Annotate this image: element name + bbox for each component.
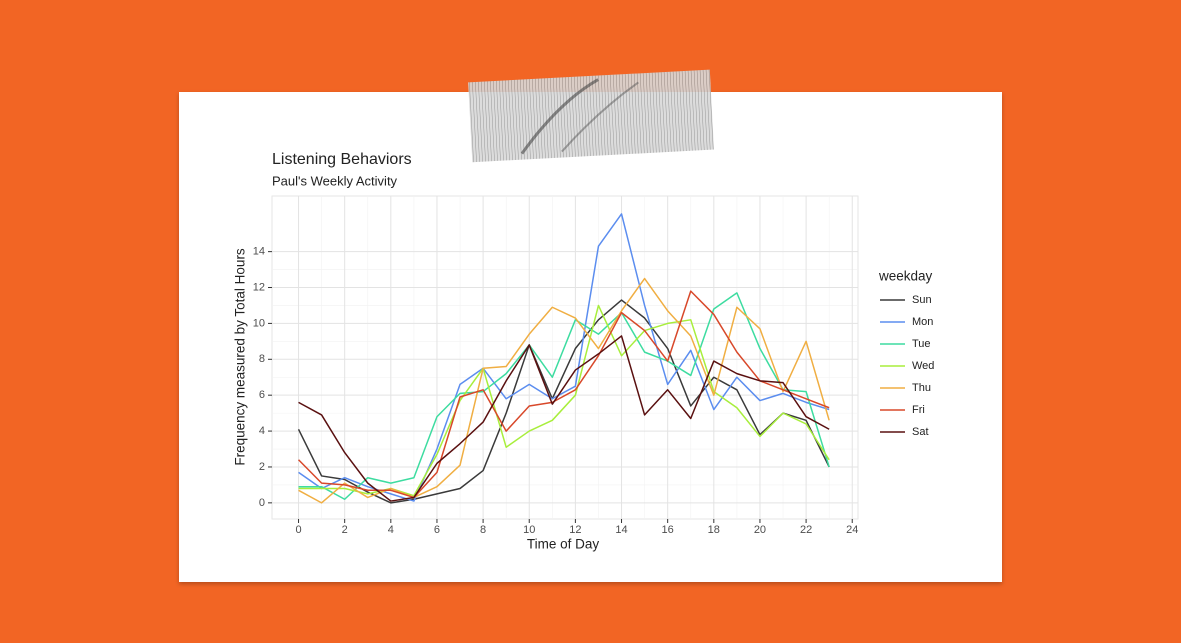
x-tick-label: 10 [523, 524, 535, 536]
x-tick-label: 16 [662, 524, 674, 536]
legend-label: Wed [912, 360, 934, 372]
x-tick-label: 18 [708, 524, 720, 536]
x-tick-label: 4 [388, 524, 394, 536]
y-tick-label: 14 [253, 246, 265, 258]
data-line [298, 335, 830, 502]
x-tick-label: 24 [846, 524, 858, 536]
data-line [298, 213, 830, 502]
tape [468, 69, 714, 163]
x-tick-label: 0 [295, 524, 301, 536]
y-tick-label: 10 [253, 317, 265, 329]
y-tick-label: 8 [259, 353, 265, 365]
y-tick-label: 0 [259, 497, 265, 509]
legend-label: Thu [912, 382, 931, 394]
chart-subtitle: Paul's Weekly Activity [272, 173, 398, 188]
x-tick-label: 2 [342, 524, 348, 536]
chart-title: Listening Behaviors [272, 151, 412, 168]
legend-label: Mon [912, 316, 933, 328]
y-axis-label: Frequency measured by Total Hours [233, 248, 248, 466]
x-tick-label: 8 [480, 524, 486, 536]
legend-label: Sun [912, 294, 932, 306]
legend-label: Sat [912, 426, 929, 438]
y-tick-label: 6 [259, 389, 265, 401]
legend-title: weekday [878, 269, 933, 284]
x-tick-label: 12 [569, 524, 581, 536]
y-tick-label: 4 [259, 425, 265, 437]
x-tick-label: 14 [615, 524, 627, 536]
legend-label: Tue [912, 338, 931, 350]
legend-label: Fri [912, 404, 925, 416]
data-line [297, 290, 830, 499]
x-tick-label: 20 [754, 524, 766, 536]
data-line [297, 299, 830, 504]
x-axis-label: Time of Day [527, 537, 600, 552]
data-line [298, 292, 830, 501]
y-tick-label: 2 [259, 461, 265, 473]
x-tick-label: 6 [434, 524, 440, 536]
x-tick-label: 22 [800, 524, 812, 536]
y-tick-label: 12 [253, 281, 265, 293]
